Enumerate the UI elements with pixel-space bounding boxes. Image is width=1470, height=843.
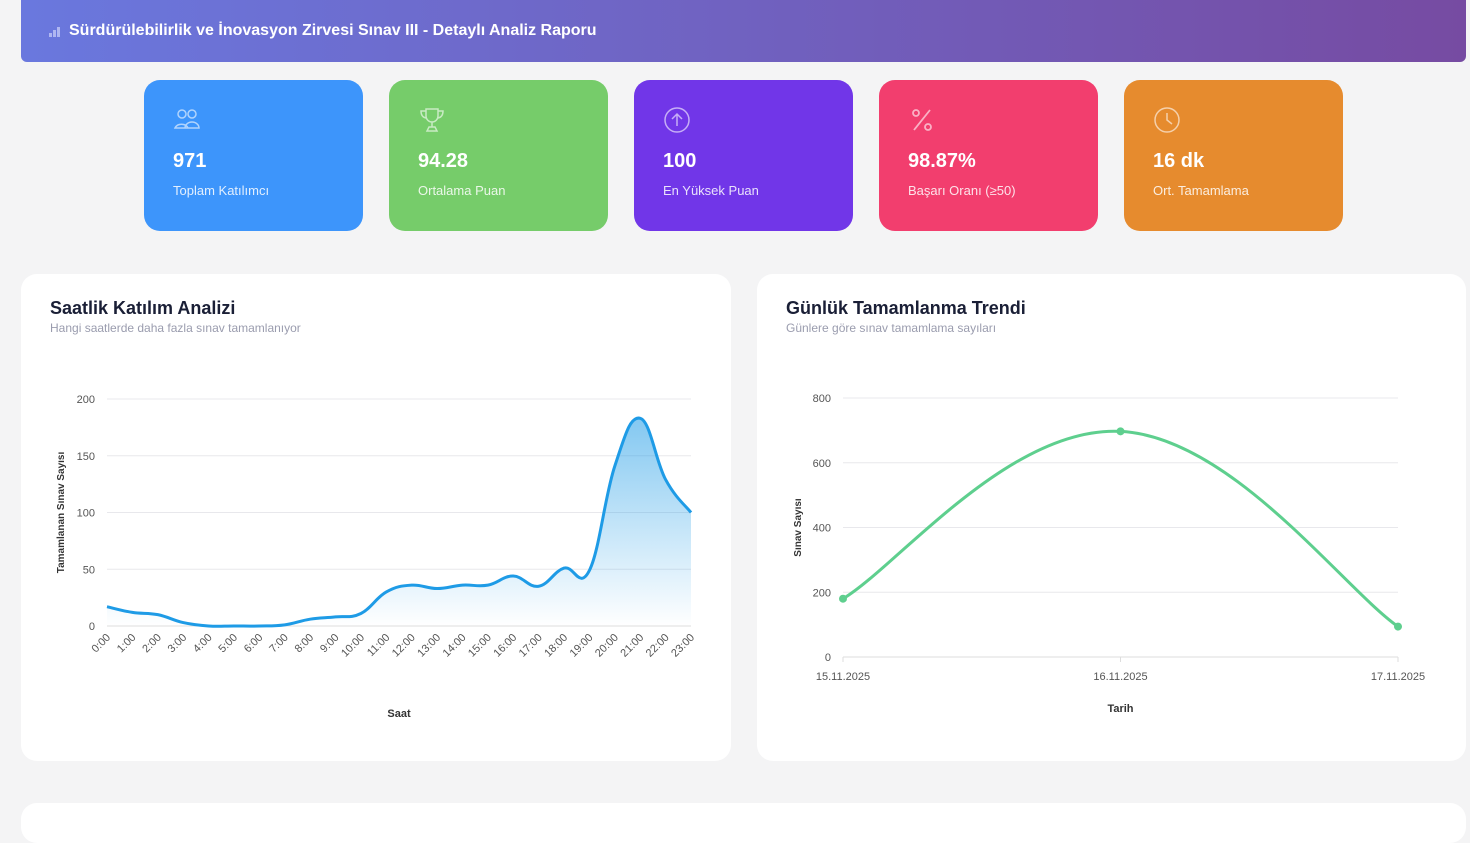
x-tick-label: 18:00 <box>542 632 570 660</box>
stats-cards: 971 Toplam Katılımcı 94.28 Ortalama Puan… <box>144 80 1343 231</box>
page-title: Sürdürülebilirlik ve İnovasyon Zirvesi S… <box>69 22 597 39</box>
x-tick-label: 10:00 <box>339 632 367 660</box>
stat-card-average: 94.28 Ortalama Puan <box>389 80 608 231</box>
series-line <box>106 416 693 628</box>
data-point <box>839 594 847 603</box>
chart-subtitle: Hangi saatlerde daha fazla sınav tamamla… <box>50 321 301 335</box>
stat-card-highest: 100 En Yüksek Puan <box>634 80 853 231</box>
stat-label: En Yüksek Puan <box>663 183 759 198</box>
users-icon <box>173 109 200 129</box>
x-tick-label: 21:00 <box>618 632 646 660</box>
y-tick-label: 600 <box>813 458 831 470</box>
y-tick-label: 400 <box>813 523 831 535</box>
y-tick-label: 0 <box>89 621 95 633</box>
stat-value: 98.87% <box>908 150 976 172</box>
chart-title: Günlük Tamamlanma Trendi <box>786 298 1026 318</box>
stat-label: Toplam Katılımcı <box>173 183 270 198</box>
series-line <box>842 429 1399 628</box>
series-area <box>107 418 691 627</box>
next-section-panel <box>21 803 1466 843</box>
hourly-chart-panel: Saatlik Katılım Analizi Hangi saatlerde … <box>21 274 731 761</box>
x-tick-label: 16.11.2025 <box>1093 671 1147 683</box>
x-tick-label: 3:00 <box>166 632 190 656</box>
stat-value: 971 <box>173 150 207 172</box>
stat-card-participants: 971 Toplam Katılımcı <box>144 80 363 231</box>
y-tick-label: 150 <box>77 451 95 463</box>
hourly-chart: 0 50 100 150 200 0:00 1:00 2:00 3:00 4:00 5:00 6:00… <box>56 394 697 720</box>
x-tick-label: 6:00 <box>242 632 266 656</box>
stat-card-success-rate: 98.87% Başarı Oranı (≥50) <box>879 80 1098 231</box>
x-tick-label: 17.11.2025 <box>1371 671 1425 683</box>
x-tick-label: 1:00 <box>115 632 139 656</box>
daily-chart-panel: Günlük Tamamlanma Trendi Günlere göre sı… <box>757 274 1466 761</box>
y-tick-label: 800 <box>813 393 831 405</box>
x-tick-label: 7:00 <box>267 632 291 656</box>
stat-value: 94.28 <box>418 150 469 172</box>
x-tick-label: 0:00 <box>89 632 113 656</box>
stat-value: 100 <box>663 150 697 172</box>
data-point <box>1116 427 1125 436</box>
y-tick-label: 0 <box>825 652 831 664</box>
stat-label: Ortalama Puan <box>418 183 506 198</box>
y-tick-label: 100 <box>77 508 95 520</box>
y-tick-label: 50 <box>83 564 95 576</box>
daily-chart: 0 200 400 600 800 15.11.2025 16.11.2025 17.11.2… <box>793 393 1425 715</box>
arrow-up-circle-icon <box>664 107 690 133</box>
x-tick-label: 23:00 <box>669 632 697 660</box>
x-tick-label: 12:00 <box>390 632 418 660</box>
x-tick-label: 9:00 <box>318 632 342 656</box>
x-tick-label: 16:00 <box>491 632 519 660</box>
y-tick-label: 200 <box>813 587 831 599</box>
x-tick-label: 4:00 <box>191 632 215 656</box>
y-axis-label: Tamamlanan Sınav Sayısı <box>56 452 67 574</box>
x-tick-label: 20:00 <box>593 632 621 660</box>
x-axis-label: Tarih <box>1107 703 1133 715</box>
x-axis-label: Saat <box>387 708 411 720</box>
x-tick-label: 2:00 <box>140 632 164 656</box>
x-tick-label: 22:00 <box>644 632 672 660</box>
data-point <box>1394 622 1402 631</box>
x-tick-label: 15.11.2025 <box>816 671 870 683</box>
x-tick-label: 13:00 <box>415 632 443 660</box>
y-axis-label: Sınav Sayısı <box>793 498 804 557</box>
stat-card-completion-time: 16 dk Ort. Tamamlama <box>1124 80 1343 231</box>
chart-subtitle: Günlere göre sınav tamamlama sayıları <box>786 321 997 335</box>
report-header: Sürdürülebilirlik ve İnovasyon Zirvesi S… <box>21 0 1466 62</box>
x-tick-label: 8:00 <box>293 632 317 656</box>
x-tick-label: 19:00 <box>568 632 596 660</box>
x-tick-label: 11:00 <box>365 632 392 659</box>
stat-label: Ort. Tamamlama <box>1153 183 1249 198</box>
trophy-icon <box>420 108 444 132</box>
x-tick-label: 5:00 <box>216 632 240 656</box>
y-tick-label: 200 <box>77 394 95 406</box>
clock-icon <box>1154 107 1180 133</box>
stat-label: Başarı Oranı (≥50) <box>908 183 1016 198</box>
chart-title: Saatlik Katılım Analizi <box>50 298 236 318</box>
x-tick-label: 14:00 <box>441 632 469 660</box>
stat-value: 16 dk <box>1153 150 1205 172</box>
x-tick-label: 17:00 <box>517 632 545 660</box>
bar-chart-icon <box>49 25 63 37</box>
x-tick-label: 15:00 <box>466 632 494 660</box>
percent-icon <box>912 109 932 131</box>
